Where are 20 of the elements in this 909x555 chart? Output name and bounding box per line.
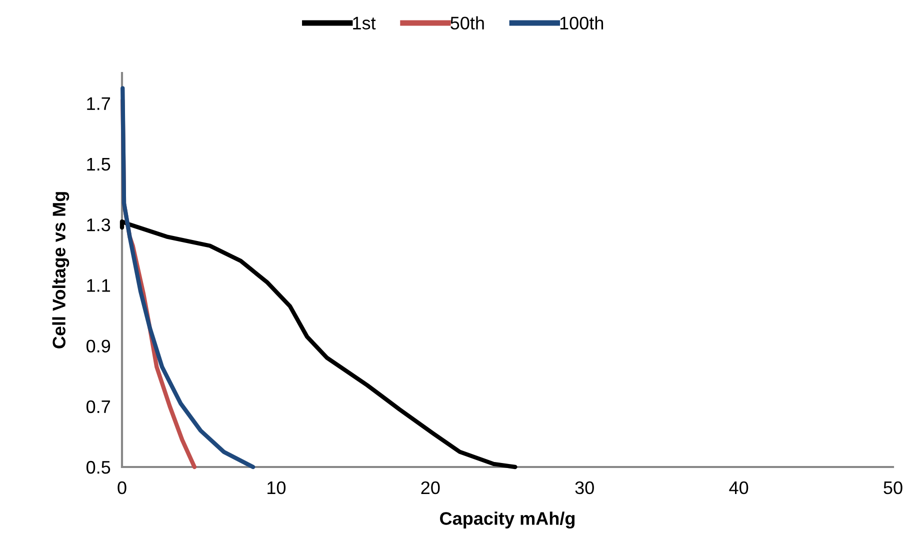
x-tick-label: 50 — [884, 481, 902, 494]
x-tick-label: 10 — [268, 481, 286, 494]
y-tick-label: 0.5 — [86, 460, 110, 474]
y-tick-label: 1.7 — [87, 97, 110, 110]
line-series — [120, 219, 518, 470]
y-axis-title: Cell Voltage vs Mg — [52, 192, 70, 348]
legend-label: 50th — [450, 16, 484, 30]
legend-label: 100th — [560, 16, 604, 30]
x-tick-label: 40 — [729, 481, 748, 494]
legend-label: 1st — [353, 16, 376, 30]
y-tick-label: 1.5 — [87, 158, 110, 171]
line-series — [120, 86, 256, 470]
x-tick-label: 0 — [118, 481, 126, 494]
x-axis-title: Capacity mAh/g — [440, 512, 575, 529]
y-tick-label: 1.3 — [87, 218, 110, 232]
y-tick-label: 0.9 — [86, 340, 110, 352]
x-tick-label: 20 — [421, 481, 440, 494]
x-tick-label: 30 — [575, 481, 594, 494]
y-tick-label: 0.7 — [86, 400, 110, 414]
y-tick-label: 1.1 — [87, 279, 110, 292]
